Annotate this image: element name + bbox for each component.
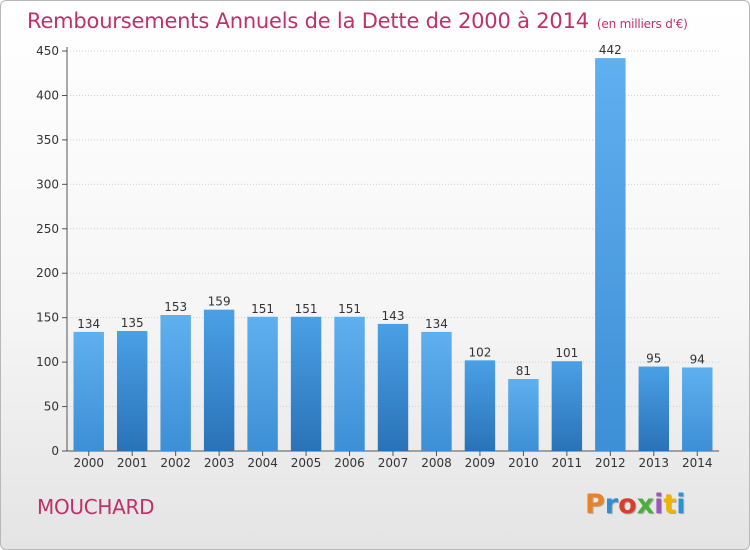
bar [116, 331, 148, 451]
x-tick-label: 2011 [552, 456, 583, 470]
logo-letter: P [585, 489, 605, 520]
logo-letter: r [604, 489, 619, 520]
bar [73, 331, 104, 451]
data-label: 135 [121, 316, 144, 330]
y-tick-label: 0 [51, 444, 59, 458]
bar [421, 331, 452, 451]
y-tick-label: 350 [36, 133, 59, 147]
data-label: 151 [338, 302, 361, 316]
y-tick-label: 450 [36, 44, 59, 58]
bar [595, 58, 626, 451]
proxiti-logo: Proxiti [585, 489, 686, 520]
data-label: 159 [208, 295, 231, 309]
data-label: 151 [295, 302, 318, 316]
x-tick-label: 2004 [247, 456, 278, 470]
logo-letter: x [636, 489, 655, 520]
data-label: 134 [425, 317, 448, 331]
x-tick-label: 2014 [682, 456, 713, 470]
logo-letter: t [663, 489, 677, 520]
chart-title-text: Remboursements Annuels de la Dette de 20… [27, 9, 589, 33]
logo-letter: o [618, 489, 637, 520]
x-tick-label: 2001 [117, 456, 148, 470]
bar [247, 316, 278, 451]
bar [290, 316, 322, 451]
x-tick-label: 2013 [639, 456, 670, 470]
y-tick-label: 400 [36, 88, 59, 102]
bar [508, 379, 539, 451]
x-tick-label: 2010 [508, 456, 539, 470]
data-label: 102 [468, 345, 491, 359]
y-tick-label: 200 [36, 266, 59, 280]
bar [551, 361, 583, 451]
y-tick-label: 300 [36, 177, 59, 191]
data-label: 95 [646, 352, 661, 366]
bar [334, 316, 365, 451]
data-label: 134 [77, 317, 100, 331]
x-tick-label: 2002 [160, 456, 191, 470]
bar [682, 367, 713, 451]
bar [203, 309, 235, 451]
y-tick-label: 250 [36, 222, 59, 236]
data-label: 143 [382, 309, 405, 323]
x-tick-label: 2006 [334, 456, 365, 470]
bar [377, 323, 409, 451]
y-tick-label: 50 [44, 400, 59, 414]
x-tick-label: 2003 [204, 456, 235, 470]
logo-letter: i [676, 489, 686, 520]
x-tick-label: 2012 [595, 456, 626, 470]
bar [160, 315, 191, 451]
chart-subtitle: (en milliers d'€) [596, 17, 688, 31]
y-tick-label: 100 [36, 355, 59, 369]
y-tick-label: 150 [36, 311, 59, 325]
x-tick-label: 2009 [465, 456, 496, 470]
bar [638, 366, 670, 451]
data-label: 101 [555, 346, 578, 360]
x-tick-label: 2008 [421, 456, 452, 470]
bar [464, 360, 496, 451]
data-label: 94 [690, 352, 705, 366]
x-tick-label: 2000 [73, 456, 104, 470]
x-tick-label: 2007 [378, 456, 409, 470]
commune-name: MOUCHARD [37, 495, 155, 519]
chart-title: Remboursements Annuels de la Dette de 20… [27, 9, 688, 33]
data-label: 442 [599, 43, 622, 57]
x-tick-label: 2005 [291, 456, 322, 470]
data-label: 81 [516, 364, 531, 378]
logo-letter: i [654, 489, 664, 520]
data-label: 151 [251, 302, 274, 316]
data-label: 153 [164, 300, 187, 314]
